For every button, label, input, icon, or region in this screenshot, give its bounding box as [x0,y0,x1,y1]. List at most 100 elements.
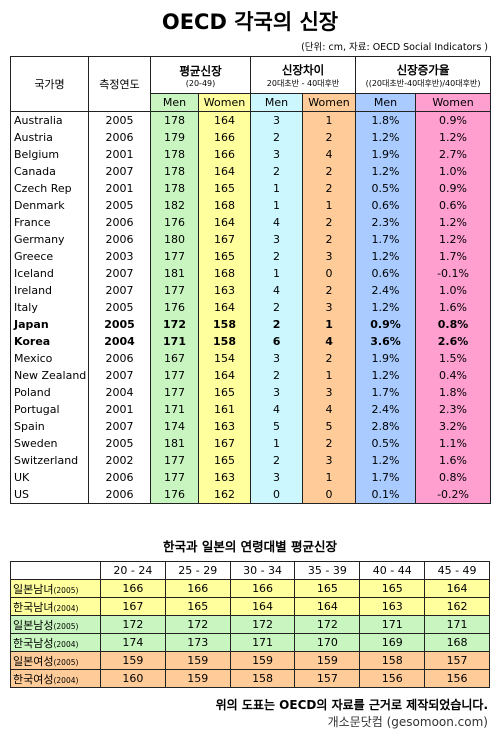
cell: 158 [197,333,252,350]
cell: 163 [197,418,252,435]
cell: 172 [150,316,199,333]
cell: 159 [164,651,231,670]
cell: 2.8% [355,418,417,435]
header-note: ((20대초반-40대후반)/40대후반) [365,78,481,88]
cell: 177 [150,452,199,469]
cell: 172 [164,615,231,634]
row: Portugal 2001 171 161 4 4 2.4% 2.3% [10,401,492,418]
cell: 164 [197,299,252,316]
cell: 0.9% [415,111,492,129]
cell: 2006 [88,214,151,231]
cell: 2007 [88,163,151,180]
cell: 156 [424,669,490,688]
cell: 2.3% [355,214,417,231]
cell: 1 [302,316,357,333]
cell: 0 [250,486,304,504]
age-table: 20 - 24 25 - 29 30 - 34 35 - 39 40 - 44 45 - … [10,561,490,688]
row: Switzerland 2002 177 165 2 3 1.2% 1.6% [10,452,492,469]
footer-note: 위의 도표는 OECD의 자료를 근거로 제작되었습니다. [215,698,488,712]
row: 한국남녀(2004) 167 165 164 164 163 162 [10,597,490,616]
cell: 167 [100,597,166,616]
label: 한국여성 [13,672,54,686]
row: 일본남녀(2005) 166 166 166 165 165 164 [10,579,490,598]
cell: 165 [359,579,426,598]
cell: 157 [424,651,490,670]
cell: 2007 [88,418,151,435]
cell: 159 [100,651,166,670]
cell: 165 [197,384,252,401]
cell: Czech Rep [10,180,89,197]
cell: 2.4% [355,401,417,418]
cell: 2 [250,367,304,384]
cell: 164 [424,579,490,598]
cell: 0.1% [355,486,417,504]
cell: 172 [229,615,296,634]
header: 평균신장 [179,63,222,78]
cell: 2 [250,248,304,265]
label: 한국남녀 [13,600,54,614]
cell: 3 [250,350,304,367]
cell: 171 [229,633,296,652]
column-header: 20 - 24 [100,561,166,580]
cell: 180 [150,231,199,248]
cell: 1.7% [355,384,417,401]
cell: 165 [197,180,252,197]
cell: 159 [229,651,296,670]
cell: UK [10,469,89,486]
cell: 1 [302,111,357,129]
row-label: 한국여성(2004) [10,669,101,688]
age-table-title: 한국과 일본의 연령대별 평균신장 [162,539,338,554]
subtitle: (단위: cm, 자료: OECD Social Indicators ) [301,42,488,53]
cell: 1.2% [415,214,492,231]
cell: Greece [10,248,89,265]
cell: 1 [302,367,357,384]
year: (2005) [53,657,79,667]
cell: 1 [250,265,304,282]
cell: 3.2% [415,418,492,435]
cell: 2003 [88,248,151,265]
cell: 167 [197,231,252,248]
sub-header: Women [415,93,492,112]
cell: 1 [302,469,357,486]
header-group: 신장증가율 ((20대초반-40대후반)/40대후반) [355,56,492,94]
cell: -0.1% [415,265,492,282]
cell: 3.6% [355,333,417,350]
cell: 0.8% [415,469,492,486]
row: Italy 2005 176 164 2 3 1.2% 1.6% [10,299,492,316]
row: New Zealand 2007 177 164 2 1 1.2% 0.4% [10,367,492,384]
header: 측정연도 [88,56,151,112]
cell: 1.2% [355,163,417,180]
column-header: 35 - 39 [294,561,361,580]
cell: 163 [359,597,426,616]
cell: 181 [150,265,199,282]
sub-header: Women [197,93,252,112]
title: OECD 각국의 신장 [161,10,339,34]
cell: 164 [197,111,252,129]
cell: 165 [197,452,252,469]
cell: 164 [197,214,252,231]
cell: 178 [150,111,199,129]
cell: 2 [250,299,304,316]
cell: 2006 [88,231,151,248]
cell: 4 [250,401,304,418]
cell: 162 [197,486,252,504]
cell: 159 [164,669,231,688]
cell: 177 [150,384,199,401]
row-label: 한국남녀(2004) [10,597,101,616]
cell: 2.4% [355,282,417,299]
cell: 2005 [88,111,151,129]
cell: Mexico [10,350,89,367]
column-header: 30 - 34 [229,561,296,580]
cell: 169 [359,633,426,652]
sub-header: Men [355,93,417,112]
sub-header: Men [250,93,304,112]
cell: 4 [302,333,357,350]
cell: 1.1% [415,435,492,452]
cell: 1 [302,197,357,214]
row: Spain 2007 174 163 5 5 2.8% 3.2% [10,418,492,435]
cell: 3 [302,384,357,401]
cell: 2005 [88,197,151,214]
row: Greece 2003 177 165 2 3 1.2% 1.7% [10,248,492,265]
cell: Switzerland [10,452,89,469]
cell: 1.2% [415,129,492,146]
